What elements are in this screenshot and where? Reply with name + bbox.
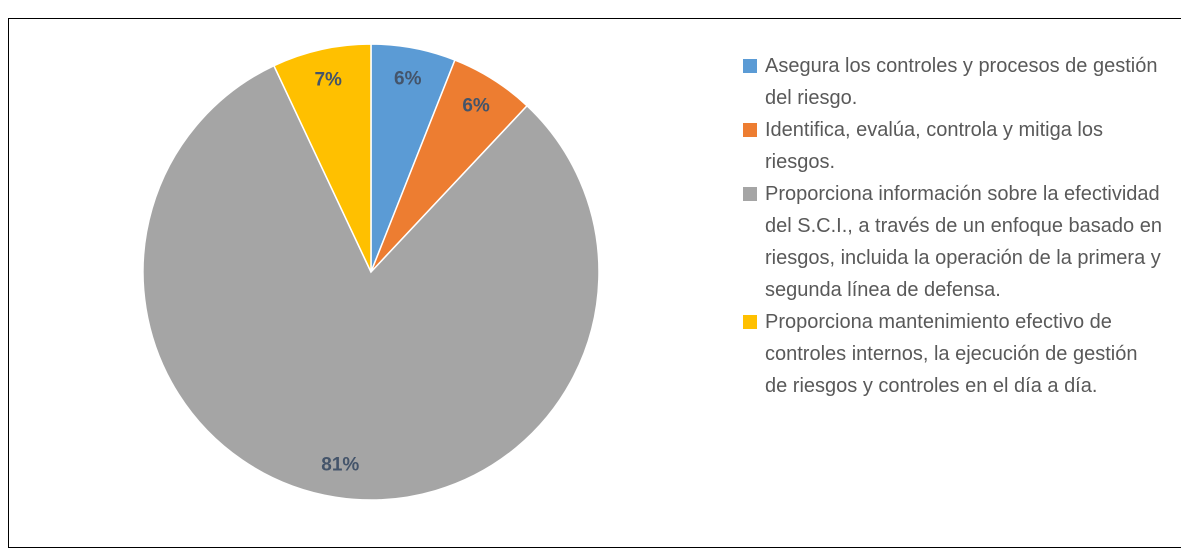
data-label: 6% bbox=[394, 68, 422, 89]
legend-label: Proporciona información sobre la efectiv… bbox=[765, 183, 1162, 301]
chart: 6% 6% 81% 7% bbox=[142, 43, 600, 501]
legend-swatch bbox=[743, 59, 757, 73]
pie-slice bbox=[142, 64, 600, 501]
page: 6% 6% 81% 7% Asegura los controles y proces… bbox=[8, 18, 1181, 548]
pie-slice bbox=[272, 43, 372, 273]
legend-item: Identifica, evalúa, controla y mitiga lo… bbox=[743, 114, 1163, 178]
legend-item: Asegura los controles y procesos de gest… bbox=[743, 50, 1163, 114]
legend-label: Identifica, evalúa, controla y mitiga lo… bbox=[765, 119, 1103, 173]
data-label: 81% bbox=[321, 455, 359, 476]
legend-label: Asegura los controles y procesos de gest… bbox=[765, 55, 1158, 109]
legend: Asegura los controles y procesos de gest… bbox=[743, 50, 1163, 402]
legend-item: Proporciona mantenimiento efectivo de co… bbox=[743, 306, 1163, 402]
legend-label: Proporciona mantenimiento efectivo de co… bbox=[765, 311, 1138, 397]
data-label: 6% bbox=[462, 95, 490, 116]
legend-swatch bbox=[743, 123, 757, 137]
legend-item: Proporciona información sobre la efectiv… bbox=[743, 178, 1163, 306]
legend-swatch bbox=[743, 187, 757, 201]
data-label: 7% bbox=[314, 70, 342, 91]
legend-swatch bbox=[743, 315, 757, 329]
